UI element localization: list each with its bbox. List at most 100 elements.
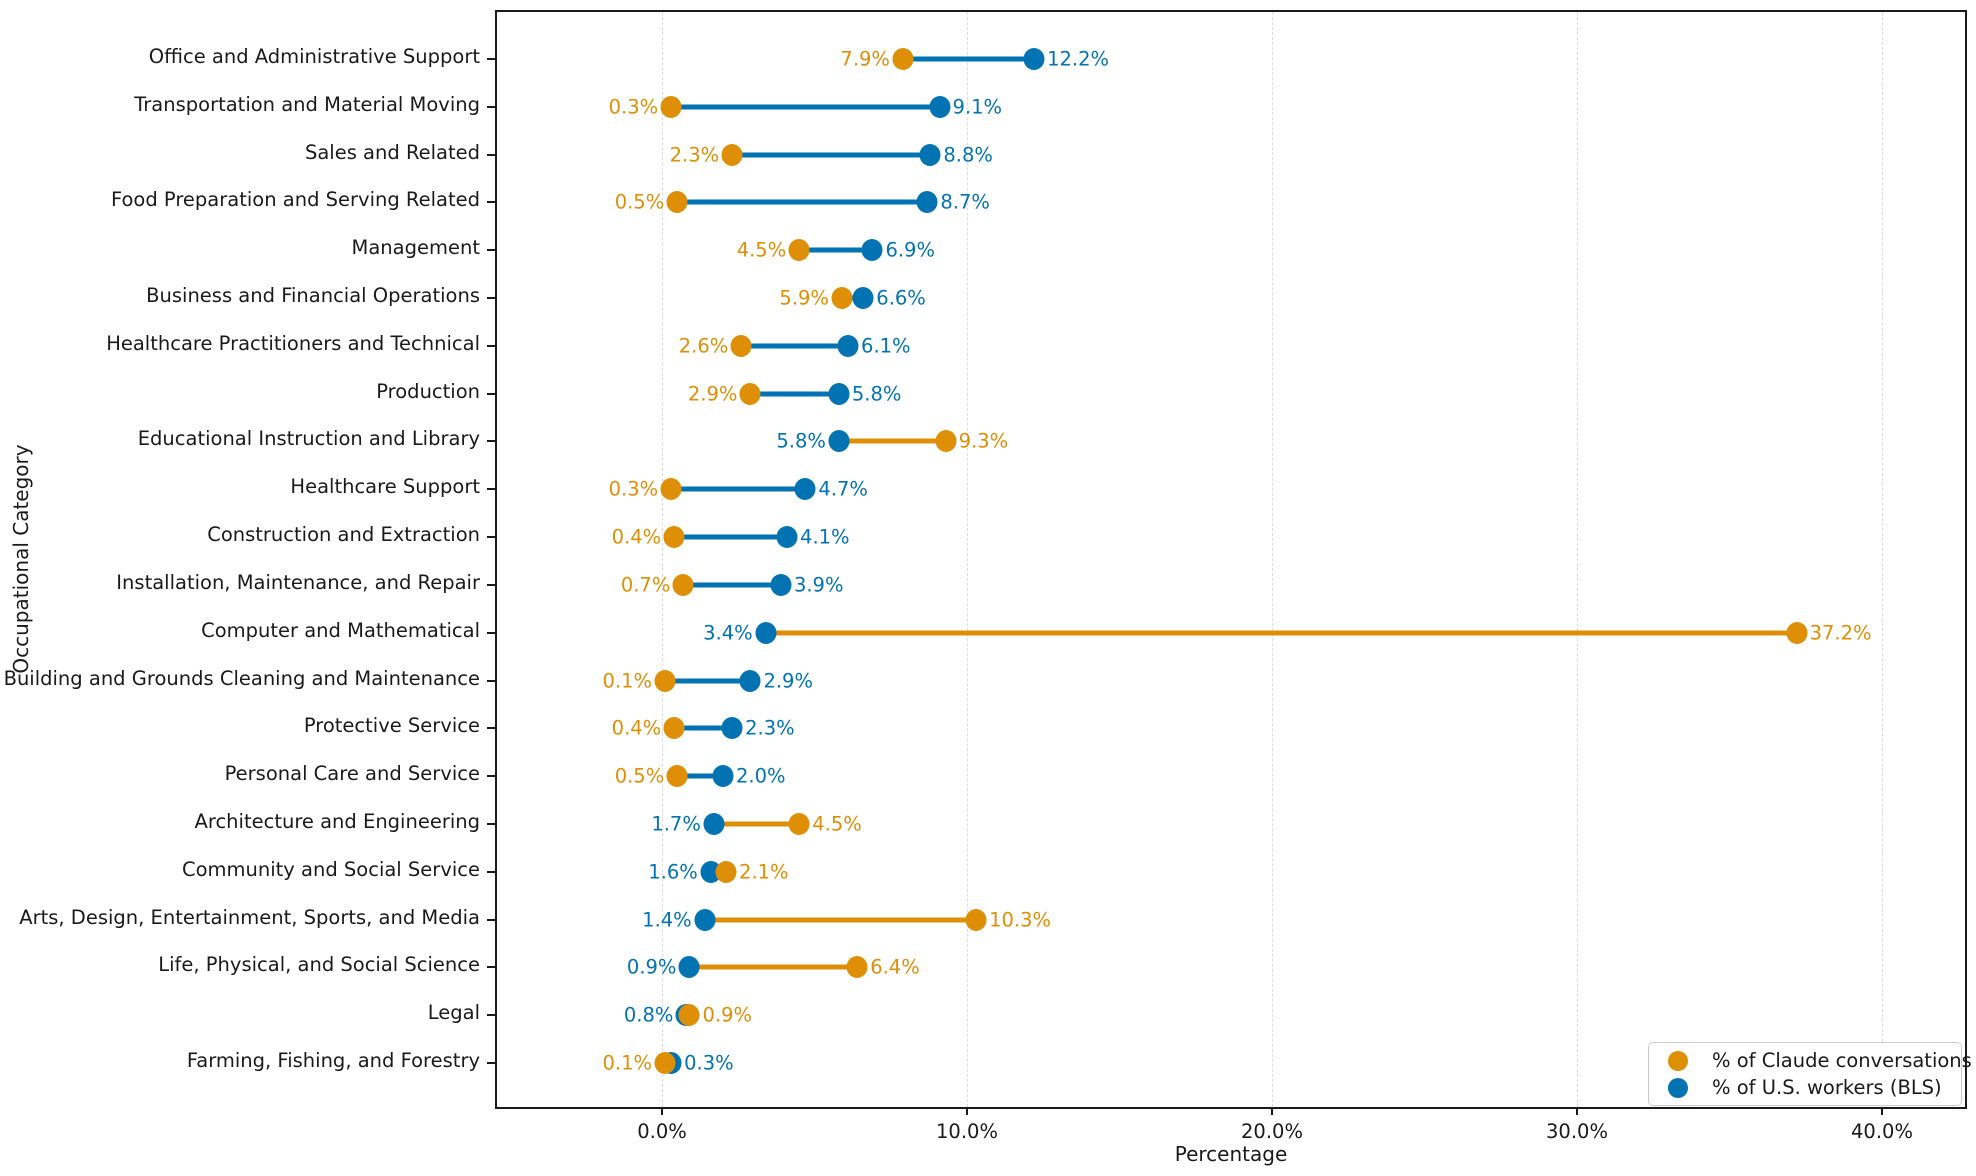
plot-area: 0.0% 10.0% 20.0% 30.0% 40.0% 7.9% 12.2% 0.3% 9.1… bbox=[487, 10, 1967, 1143]
claude-dot bbox=[715, 860, 737, 883]
dumbbell-line bbox=[671, 104, 940, 110]
y-axis-category-label: Protective Service bbox=[303, 714, 480, 738]
claude-dot bbox=[846, 956, 868, 979]
x-axis-tick-label: 30.0% bbox=[1546, 1120, 1608, 1143]
dumbbell-line bbox=[799, 247, 873, 253]
legend-entry-claude: % of Claude conversations bbox=[1661, 1049, 1972, 1072]
bls-value-label: 2.3% bbox=[745, 716, 795, 740]
y-axis-tick bbox=[487, 536, 495, 539]
dumbbell-line bbox=[713, 821, 800, 827]
legend: % of Claude conversations % of U.S. work… bbox=[1648, 1042, 1972, 1106]
claude-dot bbox=[965, 908, 987, 931]
x-axis-tick bbox=[1881, 1107, 1883, 1115]
claude-dot bbox=[678, 1004, 700, 1027]
x-gridline bbox=[1272, 12, 1273, 1107]
bls-value-label: 5.8% bbox=[776, 429, 826, 453]
claude-dot bbox=[672, 573, 694, 596]
bls-dot bbox=[794, 478, 816, 501]
bls-value-label: 6.9% bbox=[885, 238, 935, 262]
claude-value-label: 2.9% bbox=[687, 381, 738, 405]
dumbbell-line bbox=[838, 438, 946, 444]
dumbbell-line bbox=[677, 773, 723, 779]
claude-value-label: 0.4% bbox=[611, 525, 662, 549]
y-axis-tick bbox=[487, 58, 495, 60]
bls-dot bbox=[770, 573, 792, 596]
dumbbell-line bbox=[689, 964, 858, 970]
y-axis-tick bbox=[487, 488, 495, 491]
claude-value-label: 0.1% bbox=[602, 1051, 653, 1075]
x-axis-tick-label: 40.0% bbox=[1851, 1120, 1913, 1143]
claude-dot bbox=[663, 526, 685, 549]
y-axis-tick bbox=[487, 153, 495, 156]
claude-value-label: 0.3% bbox=[608, 477, 659, 501]
x-gridline bbox=[662, 12, 663, 1107]
x-gridline bbox=[967, 12, 968, 1107]
claude-dot bbox=[663, 717, 685, 740]
claude-dot bbox=[660, 95, 682, 118]
y-axis-tick bbox=[487, 727, 495, 730]
y-axis-category-label: Construction and Extraction bbox=[207, 522, 480, 546]
y-axis-category-label: Community and Social Service bbox=[181, 857, 480, 881]
claude-value-label: 4.5% bbox=[812, 812, 862, 836]
bls-value-label: 9.1% bbox=[952, 95, 1003, 119]
y-axis-category-labels: Office and Administrative Support Transpo… bbox=[0, 10, 483, 1109]
x-axis-tick-label: 10.0% bbox=[936, 1120, 998, 1143]
x-gridline bbox=[1577, 12, 1578, 1107]
y-axis-tick bbox=[487, 966, 495, 969]
y-axis-tick bbox=[487, 775, 495, 778]
y-axis-category-label: Life, Physical, and Social Science bbox=[158, 953, 480, 977]
claude-value-label: 0.3% bbox=[608, 95, 659, 119]
dumbbell-line bbox=[841, 295, 864, 301]
claude-value-label: 2.1% bbox=[739, 860, 789, 884]
claude-dot bbox=[739, 382, 761, 405]
y-axis-category-label: Computer and Mathematical bbox=[201, 618, 480, 642]
y-axis-category-label: Arts, Design, Entertainment, Sports, and… bbox=[19, 905, 480, 929]
claude-value-label: 0.5% bbox=[614, 764, 665, 788]
bls-dot bbox=[916, 191, 938, 214]
bls-dot bbox=[703, 812, 725, 835]
x-axis-tick bbox=[661, 1107, 663, 1115]
y-axis-category-label: Personal Care and Service bbox=[224, 761, 480, 785]
dumbbell-line bbox=[704, 917, 977, 923]
bls-dot bbox=[739, 669, 761, 692]
y-axis-tick bbox=[487, 297, 495, 300]
bls-value-label: 0.9% bbox=[626, 955, 677, 979]
claude-dot bbox=[831, 287, 853, 310]
dumbbell-line bbox=[674, 534, 788, 540]
y-axis-tick bbox=[487, 201, 495, 204]
claude-value-label: 7.9% bbox=[840, 47, 890, 71]
legend-bls-label: % of U.S. workers (BLS) bbox=[1712, 1076, 1942, 1099]
y-axis-category-label: Production bbox=[376, 379, 480, 403]
dumbbell-line bbox=[674, 725, 733, 731]
y-axis-tick bbox=[487, 105, 495, 108]
y-axis-tick bbox=[487, 344, 495, 347]
claude-value-label: 5.9% bbox=[779, 286, 829, 310]
bls-dot bbox=[828, 430, 850, 453]
claude-value-label: 0.4% bbox=[611, 716, 662, 740]
legend-claude-marker-icon bbox=[1668, 1050, 1688, 1071]
claude-dot bbox=[666, 765, 688, 788]
dumbbell-line bbox=[902, 56, 1035, 62]
dumbbell-line bbox=[741, 343, 849, 349]
claude-value-label: 37.2% bbox=[1809, 620, 1872, 644]
bls-value-label: 6.1% bbox=[861, 334, 911, 358]
bls-dot bbox=[721, 717, 743, 740]
y-axis-category-label: Building and Grounds Cleaning and Mainte… bbox=[3, 666, 480, 690]
bls-value-label: 3.9% bbox=[793, 573, 844, 597]
bls-value-label: 8.8% bbox=[943, 142, 993, 166]
y-axis-category-label: Installation, Maintenance, and Repair bbox=[116, 570, 480, 594]
x-axis-tick bbox=[966, 1107, 968, 1115]
claude-value-label: 0.7% bbox=[620, 573, 671, 597]
bls-dot bbox=[861, 239, 883, 262]
bls-dot bbox=[828, 382, 850, 405]
claude-dot bbox=[654, 1052, 676, 1074]
claude-dot bbox=[788, 812, 810, 835]
claude-dot bbox=[788, 239, 810, 262]
claude-value-label: 10.3% bbox=[989, 907, 1052, 931]
bls-dot bbox=[678, 956, 700, 979]
claude-dot bbox=[935, 430, 957, 453]
y-axis-tick bbox=[487, 1014, 495, 1017]
y-axis-tick bbox=[487, 1062, 495, 1064]
y-axis-tick bbox=[487, 822, 495, 825]
bls-value-label: 1.6% bbox=[648, 860, 698, 884]
